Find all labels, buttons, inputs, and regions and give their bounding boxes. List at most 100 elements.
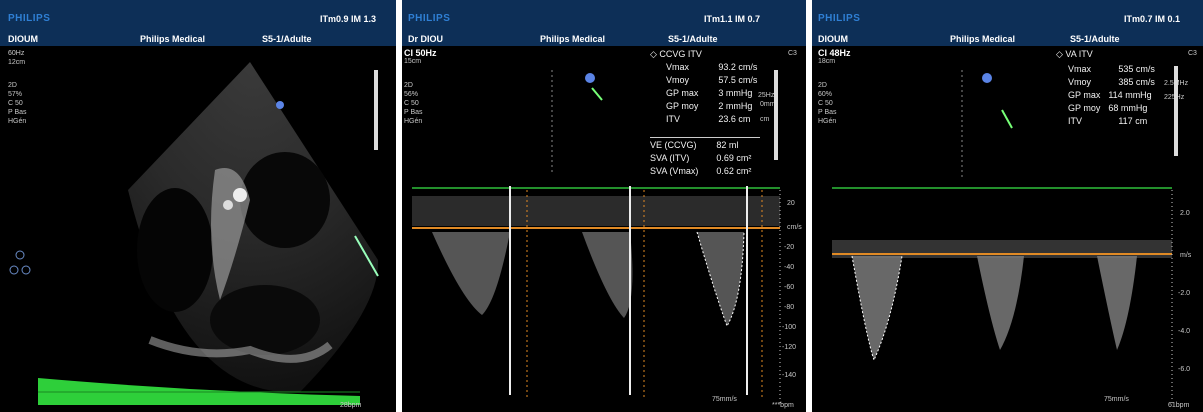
meas-value: 57.5 cm/s bbox=[718, 75, 758, 85]
harmonic: HGén bbox=[818, 118, 837, 125]
heart-rate: 61bpm bbox=[1168, 402, 1190, 409]
doppler-trace bbox=[832, 66, 1178, 405]
meas-value: 3 mmHg bbox=[718, 88, 753, 98]
axis-tick: -140 bbox=[782, 372, 797, 379]
meas-label: Vmax bbox=[1068, 64, 1092, 74]
depth: 15cm bbox=[404, 58, 422, 65]
doppler-trace bbox=[412, 70, 781, 405]
axis-tick: -40 bbox=[784, 264, 795, 271]
meas-label: GP moy bbox=[1068, 103, 1101, 113]
divider bbox=[650, 137, 760, 138]
side-param: 25Hz bbox=[758, 92, 775, 99]
compression: C 50 bbox=[818, 100, 833, 107]
echo-image bbox=[9, 62, 379, 405]
meas-label: GP max bbox=[1068, 90, 1101, 100]
axis-tick: -100 bbox=[782, 324, 797, 331]
meas-value: 114 mmHg bbox=[1108, 90, 1152, 100]
derived-table: VE (CCVG) 82 ml SVA (ITV) 0.69 cm² SVA (Vm… bbox=[650, 139, 755, 178]
meas-label: GP max bbox=[666, 88, 699, 98]
frame-rate: 60Hz bbox=[8, 50, 25, 57]
gain: 56% bbox=[404, 91, 419, 98]
derived-label: SVA (Vmax) bbox=[650, 166, 699, 176]
derived-value: 0.62 cm² bbox=[716, 166, 752, 176]
harmonic: HGén bbox=[8, 118, 27, 125]
axis-unit: cm/s bbox=[787, 224, 802, 231]
axis-tick: -4.0 bbox=[1178, 328, 1191, 335]
patient-name: DIOUM bbox=[818, 34, 848, 44]
compression: C 50 bbox=[8, 100, 23, 107]
brand-label: PHILIPS bbox=[818, 13, 861, 24]
corner-label: C3 bbox=[788, 50, 797, 57]
meas-label: ITV bbox=[1068, 116, 1083, 126]
mode-2d: 2D bbox=[404, 82, 413, 89]
axis-tick: -60 bbox=[784, 284, 795, 291]
derived-label: VE (CCVG) bbox=[650, 140, 697, 150]
derived-label: SVA (ITV) bbox=[650, 153, 690, 163]
axis-unit: m/s bbox=[1180, 252, 1192, 259]
header-bar bbox=[402, 0, 806, 46]
echo-2d-panel: PHILIPS DIOUM Philips Medical S5-1/Adult… bbox=[0, 0, 396, 412]
measurement-title: ◇ VA ITV bbox=[1056, 49, 1093, 59]
measurement-table: Vmax 535 cm/s Vmoy 385 cm/s GP max 114 mmHg… bbox=[1068, 63, 1159, 128]
meas-value: 2 mmHg bbox=[718, 101, 753, 111]
meas-label: Vmoy bbox=[1068, 77, 1092, 87]
derived-value: 82 ml bbox=[716, 140, 739, 150]
side-param: 0mm bbox=[760, 101, 776, 108]
sweep-speed: 75mm/s bbox=[1104, 396, 1129, 403]
meas-label: ITV bbox=[666, 114, 681, 124]
probe-name: S5-1/Adulte bbox=[262, 34, 312, 44]
measurement-title-text: VA ITV bbox=[1065, 49, 1093, 59]
sweep-speed: 75mm/s bbox=[712, 396, 737, 403]
mode-2d: 2D bbox=[8, 82, 17, 89]
depth: 18cm bbox=[818, 58, 836, 65]
center-name: Philips Medical bbox=[540, 34, 606, 44]
brand-label: PHILIPS bbox=[408, 13, 451, 24]
meas-value: 385 cm/s bbox=[1118, 77, 1155, 87]
header-bar bbox=[812, 0, 1203, 46]
thermal-index: ITm0.9 IM 1.3 bbox=[320, 14, 377, 24]
heart-rate: 28bpm bbox=[340, 402, 362, 409]
header-bar bbox=[0, 0, 396, 46]
meas-value: 93.2 cm/s bbox=[718, 62, 758, 72]
axis-tick: 2.0 bbox=[1180, 210, 1190, 217]
measurement-title: ◇ CCVG ITV bbox=[650, 49, 702, 59]
axis-tick: -20 bbox=[784, 244, 795, 251]
meas-value: 23.6 cm bbox=[718, 114, 751, 124]
color-frame-rate: CI 48Hz bbox=[818, 48, 851, 58]
power: P Bas bbox=[8, 109, 27, 116]
measurement-title-text: CCVG ITV bbox=[659, 49, 702, 59]
color-frame-rate: CI 50Hz bbox=[404, 48, 437, 58]
corner-label: C3 bbox=[1188, 50, 1197, 57]
meas-value: 535 cm/s bbox=[1118, 64, 1155, 74]
axis-tick: -6.0 bbox=[1178, 366, 1191, 373]
patient-name: Dr DIOU bbox=[408, 34, 444, 44]
center-name: Philips Medical bbox=[950, 34, 1016, 44]
measurement-table: Vmax 93.2 cm/s Vmoy 57.5 cm/s GP max 3 mmHg… bbox=[666, 61, 761, 126]
probe-name: S5-1/Adulte bbox=[668, 34, 718, 44]
brand-label: PHILIPS bbox=[8, 13, 51, 24]
axis-tick: -2.0 bbox=[1178, 290, 1191, 297]
compression: C 50 bbox=[404, 100, 419, 107]
patient-name: DIOUM bbox=[8, 34, 38, 44]
meas-label: Vmoy bbox=[666, 75, 690, 85]
heart-rate: ***bpm bbox=[772, 402, 794, 409]
side-param: cm bbox=[760, 116, 770, 123]
meas-label: GP moy bbox=[666, 101, 699, 111]
axis-tick: -120 bbox=[782, 344, 797, 351]
doppler-aortic-panel: PHILIPS DIOUM Philips Medical S5-1/Adult… bbox=[812, 0, 1203, 412]
harmonic: HGén bbox=[404, 118, 423, 125]
probe-name: S5-1/Adulte bbox=[1070, 34, 1120, 44]
mode-2d: 2D bbox=[818, 82, 827, 89]
center-name: Philips Medical bbox=[140, 34, 206, 44]
depth: 12cm bbox=[8, 59, 26, 66]
power: P Bas bbox=[818, 109, 837, 116]
power: P Bas bbox=[404, 109, 423, 116]
axis-tick: -80 bbox=[784, 304, 795, 311]
gain: 57% bbox=[8, 91, 23, 98]
thermal-index: ITm0.7 IM 0.1 bbox=[1124, 14, 1181, 24]
meas-value: 117 cm bbox=[1118, 116, 1148, 126]
meas-value: 68 mmHg bbox=[1108, 103, 1148, 113]
thermal-index: ITm1.1 IM 0.7 bbox=[704, 14, 761, 24]
doppler-lvot-panel: PHILIPS Dr DIOU Philips Medical S5-1/Adu… bbox=[402, 0, 806, 412]
meas-label: Vmax bbox=[666, 62, 690, 72]
